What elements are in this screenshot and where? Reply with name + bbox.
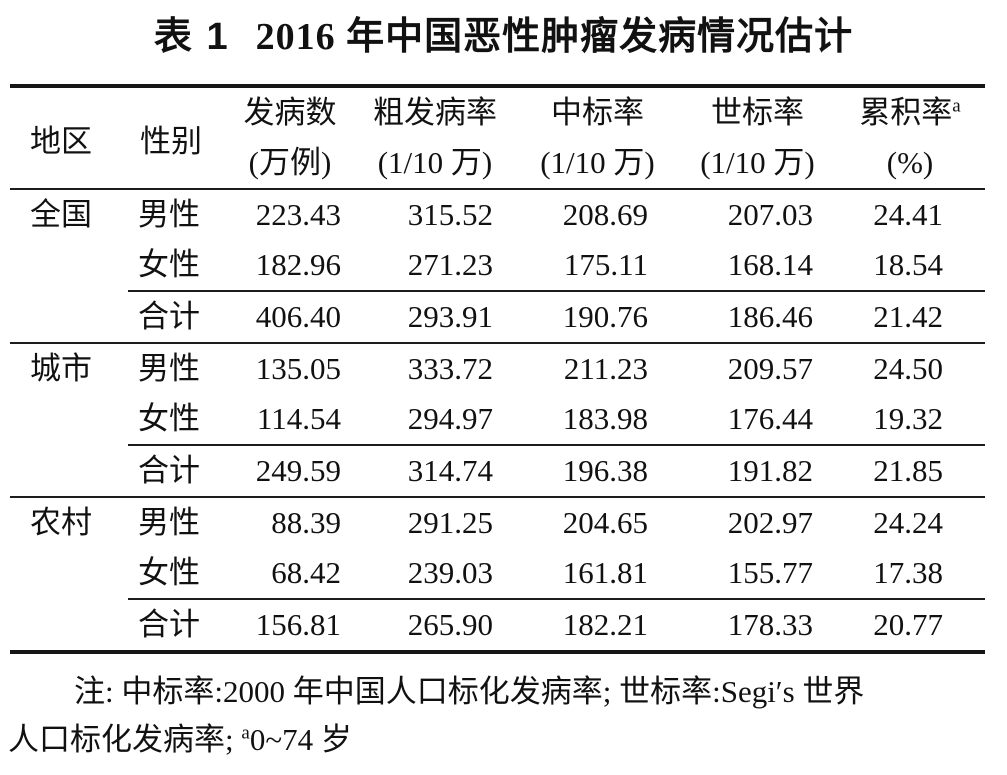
value-cell: 182.21 — [515, 598, 680, 652]
region-cell: 全国 — [30, 197, 92, 232]
sex-cell: 男性 — [138, 505, 200, 540]
sex-cell: 男性 — [138, 197, 200, 232]
table-row: 女性 114.54 294.97 183.98 176.44 19.32 — [10, 394, 985, 445]
value-cell: 155.77 — [727, 555, 813, 590]
value-cell: 88.39 — [271, 505, 341, 540]
superscript-a: a — [241, 722, 250, 744]
value-cell: 175.11 — [563, 247, 648, 282]
value-cell: 291.25 — [407, 505, 493, 540]
incidence-table: 地区 性别 发病数 (万例) 粗发病率 (1/10 万) 中标率 (1/10 万… — [10, 84, 985, 654]
value-cell: 17.38 — [873, 555, 943, 590]
total-row: 合计 249.59 314.74 196.38 191.82 21.85 — [10, 444, 985, 497]
section-urban: 城市 男性 135.05 333.72 211.23 209.57 24.50 … — [10, 343, 985, 497]
value-cell: 204.65 — [562, 505, 648, 540]
value-cell: 207.03 — [727, 197, 813, 232]
value-cell: 18.54 — [873, 247, 943, 282]
value-cell: 265.90 — [355, 598, 515, 652]
sex-cell: 合计 — [128, 598, 225, 652]
value-cell: 239.03 — [407, 555, 493, 590]
value-cell: 209.57 — [727, 351, 813, 386]
table-row: 农村 男性 88.39 291.25 204.65 202.97 24.24 — [10, 497, 985, 548]
value-cell: 315.52 — [407, 197, 493, 232]
value-cell: 190.76 — [515, 290, 680, 343]
value-cell: 196.38 — [515, 444, 680, 497]
sex-cell: 男性 — [138, 351, 200, 386]
value-cell: 223.43 — [255, 197, 341, 232]
value-cell: 249.59 — [225, 444, 355, 497]
caption-label: 表 1 — [153, 16, 230, 58]
value-cell: 21.42 — [835, 290, 985, 343]
table-header: 地区 性别 发病数 (万例) 粗发病率 (1/10 万) 中标率 (1/10 万… — [10, 86, 985, 189]
sex-cell: 女性 — [138, 247, 200, 282]
section-rural: 农村 男性 88.39 291.25 204.65 202.97 24.24 女… — [10, 497, 985, 652]
value-cell: 333.72 — [407, 351, 493, 386]
value-cell: 114.54 — [256, 401, 341, 436]
value-cell: 182.96 — [255, 247, 341, 282]
footnote-line-2: 人口标化发病率; a0~74 岁 — [8, 722, 352, 757]
value-cell: 20.77 — [835, 598, 985, 652]
table-row: 女性 68.42 239.03 161.81 155.77 17.38 — [10, 548, 985, 599]
footnote: 注: 中标率:2000 年中国人口标化发病率; 世标率:Segi′s 世界 人口… — [8, 668, 997, 764]
sex-cell: 女性 — [138, 401, 200, 436]
sex-cell: 女性 — [138, 555, 200, 590]
value-cell: 314.74 — [355, 444, 515, 497]
col-header-region: 地区 — [30, 123, 92, 159]
value-cell: 271.23 — [407, 247, 493, 282]
value-cell: 191.82 — [680, 444, 835, 497]
region-cell: 农村 — [30, 505, 92, 540]
page-root: 表 1 2016 年中国恶性肿瘤发病情况估计 地区 性别 发病数 (万例) — [0, 12, 1007, 764]
sex-cell: 合计 — [128, 444, 225, 497]
sex-cell: 合计 — [128, 290, 225, 343]
value-cell: 176.44 — [727, 401, 813, 436]
value-cell: 211.23 — [563, 351, 648, 386]
table-caption: 表 1 2016 年中国恶性肿瘤发病情况估计 — [0, 12, 1007, 62]
footnote-line-1: 注: 中标率:2000 年中国人口标化发病率; 世标率:Segi′s 世界 — [74, 674, 865, 709]
value-cell: 24.41 — [873, 197, 943, 232]
col-header-cumulative-rate: 累积率a (%) — [859, 95, 961, 180]
value-cell: 24.50 — [873, 351, 943, 386]
value-cell: 161.81 — [562, 555, 648, 590]
total-row: 合计 156.81 265.90 182.21 178.33 20.77 — [10, 598, 985, 652]
total-row: 合计 406.40 293.91 190.76 186.46 21.42 — [10, 290, 985, 343]
value-cell: 183.98 — [562, 401, 648, 436]
value-cell: 178.33 — [680, 598, 835, 652]
value-cell: 24.24 — [873, 505, 943, 540]
value-cell: 202.97 — [727, 505, 813, 540]
col-header-crude-rate: 粗发病率 (1/10 万) — [373, 95, 497, 180]
region-cell: 城市 — [30, 351, 92, 386]
caption-title-text: 2016 年中国恶性肿瘤发病情况估计 — [255, 16, 854, 58]
table-row: 城市 男性 135.05 333.72 211.23 209.57 24.50 — [10, 343, 985, 394]
value-cell: 293.91 — [355, 290, 515, 343]
value-cell: 135.05 — [255, 351, 341, 386]
value-cell: 186.46 — [680, 290, 835, 343]
value-cell: 406.40 — [225, 290, 355, 343]
value-cell: 68.42 — [271, 555, 341, 590]
table-row: 全国 男性 223.43 315.52 208.69 207.03 24.41 — [10, 189, 985, 240]
value-cell: 168.14 — [727, 247, 813, 282]
section-national: 全国 男性 223.43 315.52 208.69 207.03 24.41 … — [10, 189, 985, 343]
col-header-sex: 性别 — [140, 123, 202, 159]
superscript-a: a — [952, 95, 961, 117]
value-cell: 156.81 — [225, 598, 355, 652]
col-header-world-std-rate: 世标率 (1/10 万) — [700, 95, 815, 180]
col-header-cases: 发病数 (万例) — [243, 95, 337, 180]
value-cell: 21.85 — [835, 444, 985, 497]
value-cell: 19.32 — [873, 401, 943, 436]
table-row: 女性 182.96 271.23 175.11 168.14 18.54 — [10, 240, 985, 291]
col-header-china-std-rate: 中标率 (1/10 万) — [540, 95, 655, 180]
value-cell: 294.97 — [407, 401, 493, 436]
value-cell: 208.69 — [562, 197, 648, 232]
